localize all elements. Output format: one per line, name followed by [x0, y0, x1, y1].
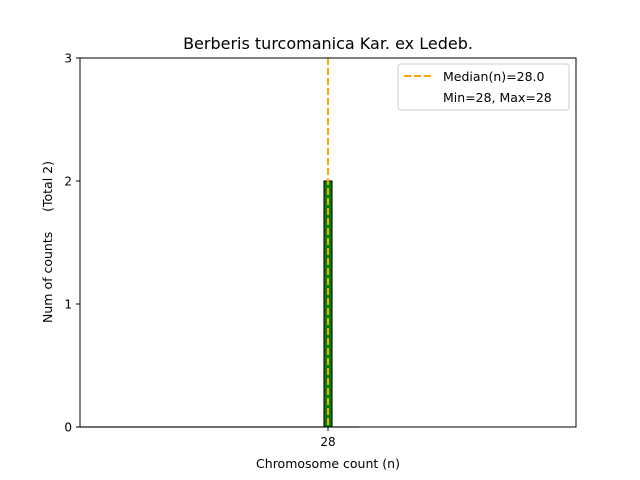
- plot-frame: [79, 57, 577, 428]
- y-tick-label: 0: [64, 421, 72, 435]
- x-axis-label: Chromosome count (n): [256, 456, 400, 471]
- legend: Median(n)=28.0 Min=28, Max=28: [397, 63, 570, 111]
- legend-entry-median: Median(n)=28.0: [443, 69, 544, 84]
- chart-title: Berberis turcomanica Kar. ex Ledeb.: [183, 34, 473, 53]
- y-tick-label: 2: [64, 175, 72, 189]
- y-axis-label: Num of counts (Total 2): [40, 161, 55, 323]
- y-tick-label: 1: [64, 298, 72, 312]
- legend-entry-minmax: Min=28, Max=28: [443, 90, 552, 105]
- x-tick-label: 28: [320, 435, 335, 449]
- y-tick-label: 3: [64, 52, 72, 66]
